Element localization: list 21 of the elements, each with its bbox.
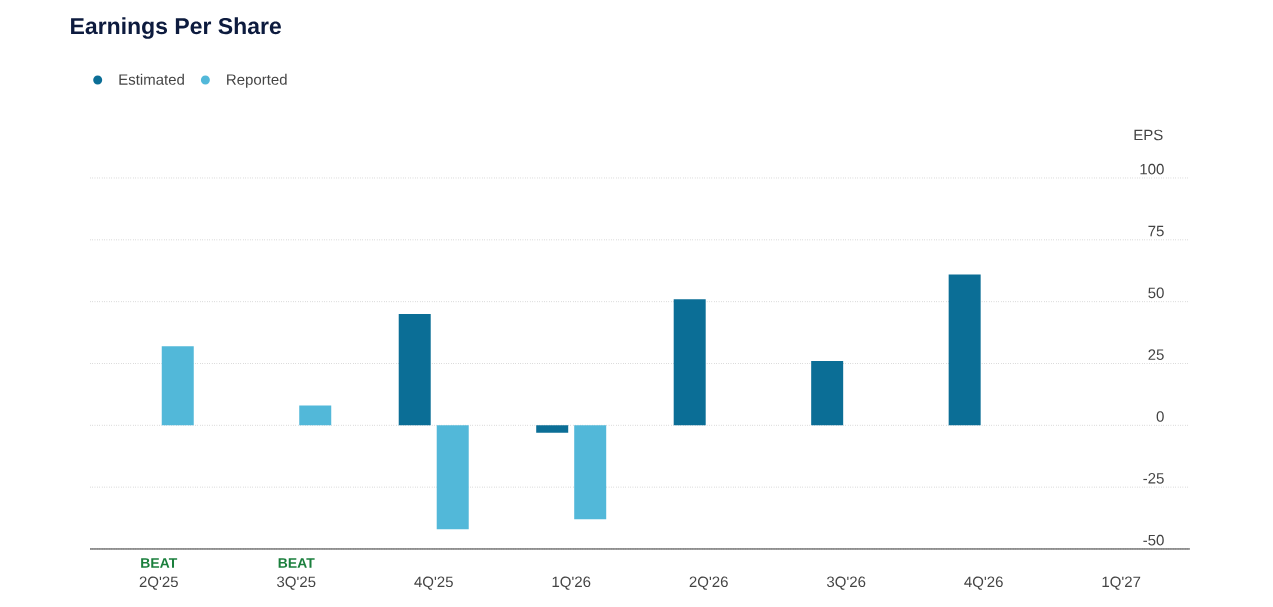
- y-tick-label: 75: [1148, 225, 1164, 237]
- x-tick-label: 2Q'26: [689, 576, 728, 590]
- y-tick-label: 25: [1148, 349, 1164, 360]
- x-tick-label: 3Q'25: [277, 576, 316, 590]
- y-tick-label: -50: [1143, 534, 1164, 546]
- x-tick-label: 3Q'26: [826, 576, 866, 590]
- y-tick-label: -25: [1143, 473, 1164, 484]
- text: BEAT: [141, 558, 178, 568]
- y-axis-title: EPS: [1134, 129, 1163, 141]
- text: BEAT: [278, 558, 315, 568]
- x-tick-label: 1Q'26: [552, 576, 591, 590]
- legend-label: Reported: [227, 73, 287, 88]
- x-tick-label: 1Q'27: [1102, 576, 1141, 590]
- y-tick-label: 50: [1148, 287, 1164, 299]
- y-tick-label: 0: [1156, 411, 1164, 422]
- x-tick-label: 4Q'26: [964, 576, 1003, 590]
- x-tick-label: 4Q'25: [414, 576, 453, 590]
- chart-title: Earnings Per Share: [71, 17, 281, 39]
- legend-label: Estimated: [119, 73, 184, 85]
- y-tick-label: 100: [1140, 163, 1164, 175]
- x-tick-label: 2Q'25: [139, 576, 178, 590]
